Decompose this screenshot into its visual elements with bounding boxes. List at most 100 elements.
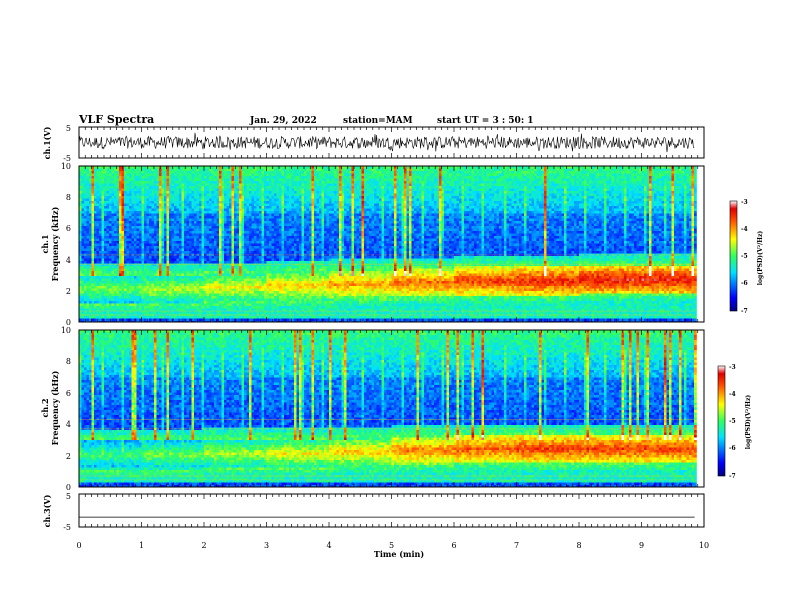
spectrogram-cell bbox=[261, 211, 265, 214]
spectrogram-cell bbox=[141, 241, 145, 244]
spectrogram-cell bbox=[264, 226, 267, 229]
spectrogram-cell bbox=[211, 258, 215, 262]
spectrogram-cell bbox=[136, 236, 140, 239]
spectrogram-cell bbox=[201, 201, 205, 204]
spectrogram-cell bbox=[149, 218, 152, 222]
spectrogram-cell bbox=[84, 231, 87, 234]
spectrogram-cell bbox=[96, 218, 100, 222]
spectrogram-cell bbox=[186, 303, 190, 307]
spectrogram-cell bbox=[124, 166, 127, 169]
spectrogram-cell bbox=[194, 278, 197, 282]
spectrogram-cell bbox=[204, 216, 207, 219]
spectrogram-cell bbox=[261, 226, 265, 229]
spectrogram-cell bbox=[159, 258, 162, 262]
spectrogram-cell bbox=[159, 283, 162, 287]
spectrogram-cell bbox=[156, 283, 160, 287]
spectrogram-cell bbox=[101, 263, 105, 267]
spectrogram-cell bbox=[96, 228, 100, 232]
spectrogram-cell bbox=[201, 206, 205, 209]
spectrogram-cell bbox=[264, 221, 267, 224]
spectrogram-cell bbox=[111, 196, 115, 199]
spectrogram-cell bbox=[86, 188, 90, 192]
spectrogram-cell bbox=[186, 291, 190, 294]
spectrogram-cell bbox=[106, 196, 110, 199]
spectrogram-cell bbox=[251, 198, 255, 202]
spectrogram-cell bbox=[94, 303, 97, 307]
spectrogram-cell bbox=[274, 268, 277, 272]
spectrogram-cell bbox=[231, 166, 235, 169]
spectrogram-cell bbox=[96, 286, 100, 289]
spectrogram-cell bbox=[106, 201, 110, 204]
spectrogram-cell bbox=[251, 291, 255, 294]
spectrogram-cell bbox=[126, 273, 130, 277]
spectrogram-cell bbox=[211, 173, 215, 177]
spectrogram-cell bbox=[229, 256, 232, 259]
spectrogram-cell bbox=[189, 211, 192, 214]
spectrogram-cell bbox=[206, 288, 210, 292]
spectrogram-cell bbox=[104, 268, 107, 272]
spectrogram-cell bbox=[176, 278, 180, 282]
spectrogram-cell bbox=[274, 233, 277, 237]
spectrogram-cell bbox=[189, 201, 192, 204]
spectrogram-cell bbox=[94, 173, 97, 177]
spectrogram-cell bbox=[209, 211, 212, 214]
spectrogram-cell bbox=[126, 293, 130, 297]
spectrogram-cell bbox=[209, 278, 212, 282]
spectrogram-cell bbox=[211, 316, 215, 319]
spectrogram-cell bbox=[266, 273, 270, 277]
spectrogram-cell bbox=[214, 301, 217, 304]
spectrogram-cell bbox=[234, 278, 237, 282]
spectrogram-cell bbox=[209, 198, 212, 202]
spectrogram-cell bbox=[94, 231, 97, 234]
spectrogram-cell bbox=[171, 251, 175, 254]
spectrogram-cell bbox=[171, 298, 175, 302]
spectrogram-cell bbox=[149, 316, 152, 319]
spectrogram-cell bbox=[271, 276, 275, 279]
spectrogram-cell bbox=[251, 303, 255, 307]
spectrogram-cell bbox=[244, 221, 247, 224]
spectrogram-cell bbox=[239, 183, 242, 187]
spectrogram-cell bbox=[119, 318, 122, 322]
spectrogram-cell bbox=[139, 296, 142, 299]
spectrogram-cell bbox=[176, 248, 180, 252]
spectrogram-cell bbox=[146, 198, 150, 202]
spectrogram-cell bbox=[139, 201, 142, 204]
spectrogram-cell bbox=[94, 311, 97, 314]
spectrogram-cell bbox=[181, 296, 185, 299]
spectrogram-cell bbox=[226, 168, 230, 172]
spectrogram-cell bbox=[164, 291, 167, 294]
spectrogram-cell bbox=[184, 198, 187, 202]
spectrogram-cell bbox=[239, 313, 242, 317]
spectrogram-cell bbox=[169, 253, 172, 257]
spectrogram-cell bbox=[184, 226, 187, 229]
spectrogram-cell bbox=[224, 291, 227, 294]
spectrogram-cell bbox=[269, 293, 272, 297]
spectrogram-cell bbox=[166, 293, 170, 297]
spectrogram-cell bbox=[126, 241, 130, 244]
spectrogram-cell bbox=[144, 278, 147, 282]
spectrogram-cell bbox=[274, 296, 277, 299]
spectrogram-cell bbox=[229, 251, 232, 254]
spectrogram-cell bbox=[119, 251, 122, 254]
spectrogram-cell bbox=[149, 291, 152, 294]
spectrogram-cell bbox=[264, 243, 267, 247]
spectrogram-cell bbox=[81, 261, 85, 264]
spectrogram-cell bbox=[164, 298, 167, 302]
spectrogram-cell bbox=[244, 171, 247, 174]
spectrogram-cell bbox=[89, 206, 92, 209]
spectrogram-cell bbox=[99, 223, 102, 227]
spectrogram-cell bbox=[226, 166, 230, 169]
spectrogram-cell bbox=[184, 266, 187, 269]
spectrogram-cell bbox=[241, 313, 245, 317]
spectrogram-cell bbox=[271, 186, 275, 189]
spectrogram-cell bbox=[199, 236, 202, 239]
spectrogram-cell bbox=[169, 193, 172, 197]
spectrogram-cell bbox=[96, 198, 100, 202]
spectrogram-cell bbox=[134, 253, 137, 257]
spectrogram-cell bbox=[224, 256, 227, 259]
spectrogram-cell bbox=[166, 283, 170, 287]
spectrogram-cell bbox=[184, 178, 187, 182]
spectrogram-cell bbox=[226, 193, 230, 197]
spectrogram-cell bbox=[206, 176, 210, 179]
